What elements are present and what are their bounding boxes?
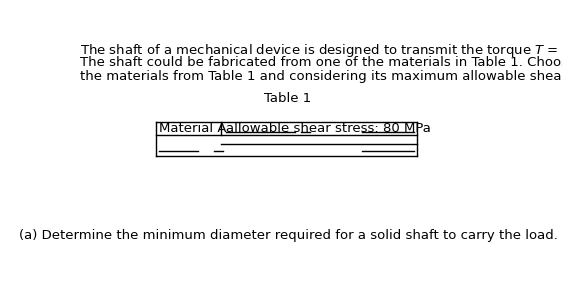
Text: The shaft could be fabricated from one of the materials in Table 1. Choose one o: The shaft could be fabricated from one o… <box>80 56 562 69</box>
Text: allowable shear stress: 80 MPa: allowable shear stress: 80 MPa <box>226 122 431 135</box>
Text: the materials from Table 1 and considering its maximum allowable shear stress,: the materials from Table 1 and consideri… <box>80 70 562 83</box>
Text: Material A: Material A <box>160 122 227 135</box>
Text: The shaft of a mechanical device is designed to transmit the torque $T$ = 100 N.: The shaft of a mechanical device is desi… <box>80 42 562 59</box>
Text: Table 1: Table 1 <box>264 92 312 105</box>
Text: (a) Determine the minimum diameter required for a solid shaft to carry the load.: (a) Determine the minimum diameter requi… <box>19 230 558 242</box>
